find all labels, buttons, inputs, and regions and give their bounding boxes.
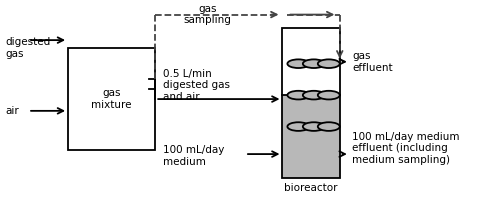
Text: gas
sampling: gas sampling (184, 4, 232, 25)
Circle shape (318, 91, 340, 99)
Circle shape (288, 122, 310, 131)
Circle shape (288, 91, 310, 99)
Bar (282, 28, 340, 178)
Text: 100 mL/day medium
effluent (including
medium sampling): 100 mL/day medium effluent (including me… (352, 132, 460, 165)
Text: gas
effluent: gas effluent (352, 51, 393, 72)
Bar (68, 48, 156, 150)
Circle shape (303, 59, 325, 68)
Circle shape (288, 59, 310, 68)
Text: gas
mixture: gas mixture (91, 88, 132, 110)
Circle shape (303, 91, 325, 99)
Circle shape (303, 122, 325, 131)
Text: bioreactor: bioreactor (284, 184, 338, 193)
Circle shape (318, 59, 340, 68)
Bar (282, 28, 340, 95)
Bar (282, 95, 340, 178)
Text: air: air (6, 106, 20, 116)
Text: digested
gas: digested gas (6, 37, 51, 59)
Circle shape (318, 122, 340, 131)
Text: 100 mL/day
medium: 100 mL/day medium (162, 145, 224, 167)
Text: 0.5 L/min
digested gas
and air: 0.5 L/min digested gas and air (162, 69, 230, 102)
